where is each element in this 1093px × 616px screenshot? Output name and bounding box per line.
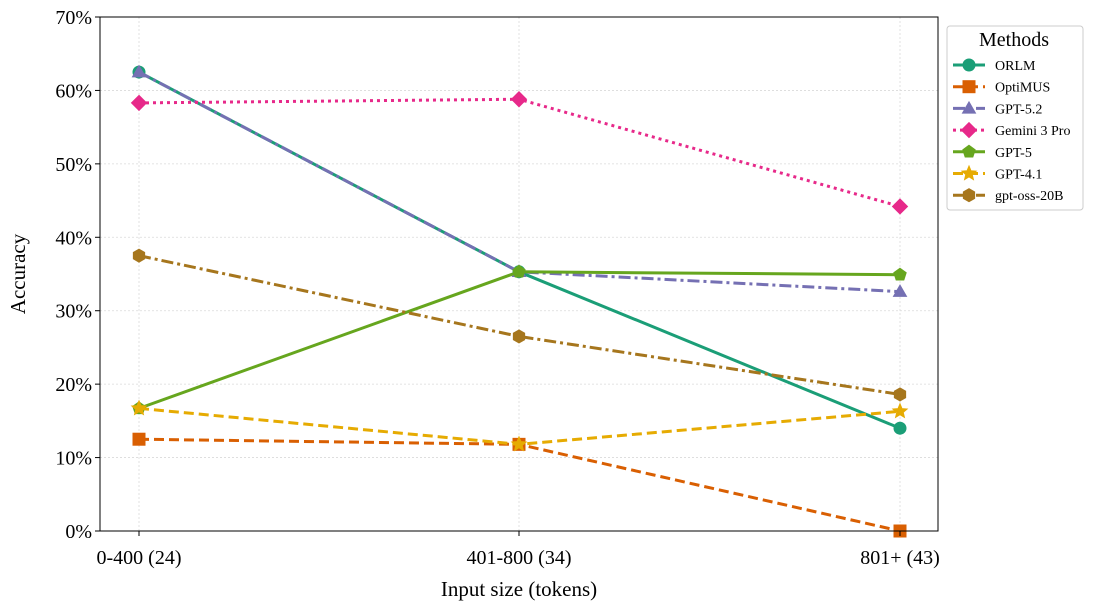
data-point-gemini-3-pro	[891, 198, 909, 215]
series-gpt-oss-20b	[132, 248, 907, 402]
data-point-gpt-5	[893, 267, 907, 281]
legend-item-orlm: ORLM	[953, 58, 1036, 74]
data-point-gpt-oss-20b	[893, 387, 907, 402]
legend-marker-gpt-5-2	[961, 100, 977, 114]
data-point-gpt-5	[512, 264, 526, 278]
legend-box	[946, 25, 1084, 211]
y-axis-label: Accuracy	[6, 233, 30, 314]
legend-item-optimus: OptiMUS	[953, 80, 1050, 96]
data-point-gpt-4-1	[891, 402, 909, 419]
legend-label-gpt-5-2: GPT-5.2	[995, 102, 1042, 117]
series-line-gpt-5-2	[138, 70, 901, 294]
y-tick-label: 50%	[55, 154, 92, 176]
legend-marker-gpt-4-1	[960, 164, 978, 181]
series-gpt-4-1	[130, 399, 909, 452]
legend-marker-gemini-3-pro	[960, 121, 978, 139]
data-point-optimus	[132, 432, 146, 446]
data-point-orlm	[893, 421, 907, 435]
legend-item-gpt-oss-20b: gpt-oss-20B	[953, 188, 1063, 204]
series-gemini-3-pro	[130, 91, 909, 215]
series-optimus	[132, 432, 907, 538]
series-line-gemini-3-pro	[138, 97, 901, 208]
x-tick-label: 801+ (43)	[860, 547, 940, 569]
legend-item-gpt-5: GPT-5	[953, 144, 1032, 161]
y-tick-label: 10%	[55, 448, 92, 470]
x-axis-label: Input size (tokens)	[441, 577, 597, 601]
y-tick-label: 70%	[55, 7, 92, 29]
data-point-gpt-oss-20b	[132, 248, 146, 263]
legend-item-gemini-3-pro: Gemini 3 Pro	[953, 121, 1070, 139]
legend-marker-gpt-5	[962, 144, 976, 158]
y-tick-label: 40%	[55, 227, 92, 249]
series-layer	[130, 64, 909, 538]
y-tick-label: 30%	[55, 301, 92, 323]
x-tick-label: 401-800 (34)	[467, 547, 572, 569]
legend-label-orlm: ORLM	[995, 59, 1036, 74]
series-line-optimus	[138, 437, 901, 533]
y-tick-label: 60%	[55, 80, 92, 102]
legend-entries: ORLM OptiMUS GPT-5.2 Gemini 3 Pro GPT-5 GPT-4…	[953, 58, 1070, 204]
legend-marker-optimus	[962, 80, 976, 94]
y-axis: 0% 10% 20% 30% 40% 50% 60% 70%	[55, 7, 100, 543]
data-point-gpt-5-2	[131, 64, 147, 78]
data-point-gpt-4-1	[130, 399, 148, 416]
legend-label-optimus: OptiMUS	[995, 81, 1050, 96]
legend-label-gpt-4-1: GPT-4.1	[995, 168, 1042, 183]
legend-title: Methods	[979, 29, 1049, 51]
series-gpt-5	[132, 264, 907, 415]
data-point-gpt-oss-20b	[512, 329, 526, 344]
data-point-gpt-4-1	[510, 435, 528, 452]
data-point-gpt-5-2	[892, 284, 908, 297]
x-tick-label: 0-400 (24)	[97, 547, 182, 569]
data-point-gemini-3-pro	[510, 91, 528, 108]
legend-label-gpt-5: GPT-5	[995, 146, 1032, 161]
legend-item-gpt-5-2: GPT-5.2	[953, 100, 1042, 117]
legend-label-gemini-3-pro: Gemini 3 Pro	[995, 124, 1070, 139]
legend: Methods ORLM OptiMUS GPT-5.2 Gemini 3 Pro GP…	[946, 25, 1084, 211]
legend-marker-orlm	[962, 58, 976, 72]
x-axis: 0-400 (24) 401-800 (34) 801+ (43)	[97, 531, 940, 569]
legend-item-gpt-4-1: GPT-4.1	[953, 164, 1042, 183]
legend-marker-gpt-oss-20b	[962, 188, 976, 203]
y-tick-label: 0%	[65, 521, 92, 543]
data-point-gemini-3-pro	[130, 94, 148, 112]
series-line-gpt-oss-20b	[138, 254, 901, 396]
legend-label-gpt-oss-20b: gpt-oss-20B	[995, 189, 1063, 204]
series-line-orlm	[138, 70, 901, 430]
y-tick-label: 20%	[55, 374, 92, 396]
